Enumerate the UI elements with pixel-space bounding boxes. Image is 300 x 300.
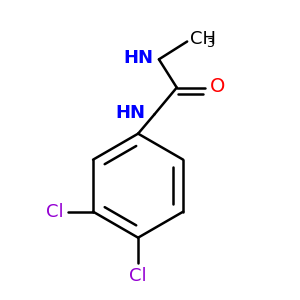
Text: CH: CH [190, 30, 216, 48]
Text: HN: HN [116, 104, 146, 122]
Text: Cl: Cl [46, 203, 63, 221]
Text: 3: 3 [206, 38, 214, 50]
Text: O: O [209, 76, 225, 96]
Text: Cl: Cl [129, 266, 147, 284]
Text: HN: HN [123, 49, 153, 67]
